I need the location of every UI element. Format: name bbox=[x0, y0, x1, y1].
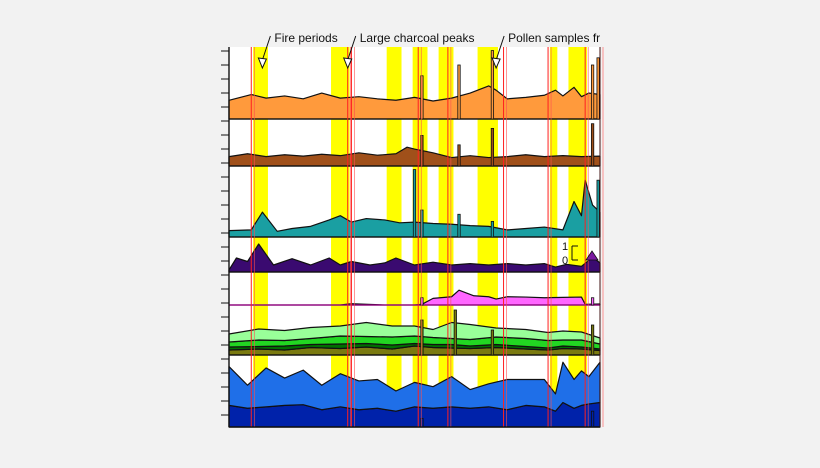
spike-blue-1 bbox=[590, 410, 595, 428]
annotation-fire-periods: Fire periods bbox=[274, 31, 337, 45]
spike-brown-2 bbox=[490, 127, 495, 167]
panel-orange bbox=[228, 50, 601, 120]
annotation-arrow-line-pollen bbox=[495, 35, 505, 61]
annotation-large-charcoal-peaks: Large charcoal peaks bbox=[360, 31, 475, 45]
scale-marker bbox=[585, 250, 599, 261]
panel-green bbox=[228, 309, 601, 356]
spike-brown-1 bbox=[457, 144, 461, 167]
spike-green-1 bbox=[453, 309, 457, 356]
spike-teal-3 bbox=[490, 220, 495, 238]
spike-teal-0 bbox=[412, 169, 417, 238]
scale-label-1: 1 bbox=[562, 241, 568, 253]
panels bbox=[228, 50, 601, 428]
spike-teal-1 bbox=[420, 209, 424, 238]
annotation-arrow-head-pollen bbox=[491, 57, 501, 70]
spike-orange-4 bbox=[596, 57, 600, 120]
spike-orange-0 bbox=[420, 75, 424, 120]
spike-green-0 bbox=[420, 319, 424, 356]
annotations: Fire periods Large charcoal peaks Pollen… bbox=[257, 31, 600, 70]
spike-brown-3 bbox=[590, 123, 595, 167]
spike-orange-1 bbox=[457, 64, 461, 120]
spike-teal-2 bbox=[457, 213, 461, 238]
scale-label-0: 0 bbox=[562, 255, 568, 267]
spike-teal-4 bbox=[596, 179, 600, 238]
spike-orange-3 bbox=[590, 64, 595, 120]
annotation-arrow-head-fire bbox=[257, 57, 268, 70]
scale-bar: 1 0 bbox=[562, 241, 599, 267]
spike-green-2 bbox=[490, 329, 495, 356]
annotation-arrow-line-charcoal bbox=[347, 35, 357, 61]
spike-green-3 bbox=[590, 324, 595, 356]
spike-orange-2 bbox=[490, 50, 495, 120]
annotation-pollen-samples: Pollen samples fr bbox=[508, 31, 600, 45]
spike-pink-1 bbox=[590, 297, 595, 306]
annotation-arrow-line-fire bbox=[261, 35, 271, 61]
left-axis bbox=[221, 47, 601, 428]
annotation-arrow-head-charcoal bbox=[342, 57, 353, 70]
spike-brown-0 bbox=[420, 135, 424, 167]
spike-pink-0 bbox=[420, 297, 424, 306]
